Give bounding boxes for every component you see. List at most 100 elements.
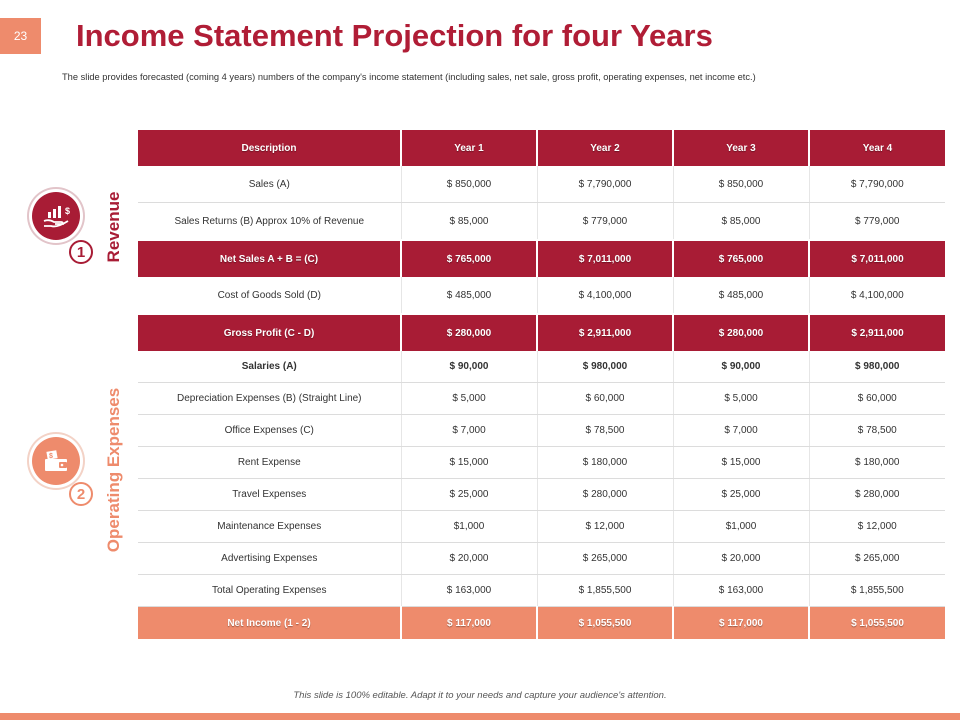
cell-year-4: $ 2,911,000 <box>809 313 945 351</box>
cell-year-1: $ 85,000 <box>401 202 538 241</box>
svg-text:$: $ <box>49 453 53 460</box>
slide-number: 23 <box>0 18 41 54</box>
row-description: Net Sales A + B = (C) <box>138 239 402 277</box>
cell-year-1: $ 15,000 <box>401 446 538 479</box>
row-description: Gross Profit (C - D) <box>138 313 402 351</box>
cell-year-4: $ 779,000 <box>809 202 945 241</box>
cell-year-2: $ 779,000 <box>537 202 674 241</box>
header-year-3: Year 3 <box>673 130 810 166</box>
table-row: Advertising Expenses $ 20,000 $ 265,000 … <box>138 542 945 575</box>
revenue-icon-circle: $ <box>32 192 80 240</box>
cell-year-3: $ 90,000 <box>673 351 810 383</box>
cell-year-2: $ 4,100,000 <box>537 277 674 315</box>
row-description: Total Operating Expenses <box>138 574 402 607</box>
cell-year-1: $ 163,000 <box>401 574 538 607</box>
bottom-accent-bar <box>0 713 960 720</box>
cell-year-2: $ 60,000 <box>537 382 674 415</box>
row-description: Sales Returns (B) Approx 10% of Revenue <box>138 202 402 241</box>
cell-year-3: $ 280,000 <box>673 313 810 351</box>
cell-year-2: $ 12,000 <box>537 510 674 543</box>
row-description: Depreciation Expenses (B) (Straight Line… <box>138 382 402 415</box>
table-row-net-sales: Net Sales A + B = (C) $ 765,000 $ 7,011,… <box>138 239 945 277</box>
cell-year-4: $ 265,000 <box>809 542 945 575</box>
cell-year-1: $ 25,000 <box>401 478 538 511</box>
header-year-2: Year 2 <box>537 130 674 166</box>
cell-year-2: $ 1,055,500 <box>537 606 674 639</box>
cell-year-4: $ 60,000 <box>809 382 945 415</box>
cell-year-1: $ 850,000 <box>401 166 538 203</box>
operating-label: Operating Expenses <box>104 387 123 553</box>
cell-year-3: $ 7,000 <box>673 414 810 447</box>
table-row: Office Expenses (C) $ 7,000 $ 78,500 $ 7… <box>138 414 945 447</box>
row-description: Rent Expense <box>138 446 402 479</box>
income-statement-table: Description Year 1 Year 2 Year 3 Year 4 … <box>138 130 945 639</box>
cell-year-3: $ 85,000 <box>673 202 810 241</box>
cell-year-1: $ 90,000 <box>401 351 538 383</box>
header-year-1: Year 1 <box>401 130 538 166</box>
cell-year-3: $ 5,000 <box>673 382 810 415</box>
revenue-badge: 1 <box>69 240 93 264</box>
table-row-net-income: Net Income (1 - 2) $ 117,000 $ 1,055,500… <box>138 606 945 639</box>
table-row-gross-profit: Gross Profit (C - D) $ 280,000 $ 2,911,0… <box>138 313 945 351</box>
cell-year-2: $ 7,011,000 <box>537 239 674 277</box>
cell-year-2: $ 180,000 <box>537 446 674 479</box>
cell-year-1: $ 117,000 <box>401 606 538 639</box>
table-row: Total Operating Expenses $ 163,000 $ 1,8… <box>138 574 945 607</box>
slide-title: Income Statement Projection for four Yea… <box>76 18 713 53</box>
cell-year-1: $ 485,000 <box>401 277 538 315</box>
cell-year-1: $ 765,000 <box>401 239 538 277</box>
cell-year-4: $ 1,855,500 <box>809 574 945 607</box>
cell-year-4: $ 12,000 <box>809 510 945 543</box>
cell-year-2: $ 265,000 <box>537 542 674 575</box>
cell-year-4: $ 7,790,000 <box>809 166 945 203</box>
cell-year-2: $ 1,855,500 <box>537 574 674 607</box>
row-description: Travel Expenses <box>138 478 402 511</box>
cell-year-3: $ 485,000 <box>673 277 810 315</box>
cell-year-3: $1,000 <box>673 510 810 543</box>
cell-year-4: $ 1,055,500 <box>809 606 945 639</box>
row-description: Net Income (1 - 2) <box>138 606 402 639</box>
cell-year-3: $ 163,000 <box>673 574 810 607</box>
table-row: Salaries (A) $ 90,000 $ 980,000 $ 90,000… <box>138 351 945 383</box>
row-description: Advertising Expenses <box>138 542 402 575</box>
table-row: Sales (A) $ 850,000 $ 7,790,000 $ 850,00… <box>138 166 945 203</box>
row-description: Sales (A) <box>138 166 402 203</box>
cell-year-4: $ 180,000 <box>809 446 945 479</box>
cell-year-3: $ 850,000 <box>673 166 810 203</box>
cell-year-4: $ 4,100,000 <box>809 277 945 315</box>
table-row: Sales Returns (B) Approx 10% of Revenue … <box>138 202 945 241</box>
table-row: Maintenance Expenses $1,000 $ 12,000 $1,… <box>138 510 945 543</box>
cell-year-3: $ 20,000 <box>673 542 810 575</box>
cell-year-1: $1,000 <box>401 510 538 543</box>
row-description: Salaries (A) <box>138 351 402 383</box>
cell-year-2: $ 7,790,000 <box>537 166 674 203</box>
footer-note: This slide is 100% editable. Adapt it to… <box>293 690 667 701</box>
hand-money-growth-icon: $ <box>43 206 70 228</box>
cell-year-3: $ 765,000 <box>673 239 810 277</box>
cell-year-4: $ 280,000 <box>809 478 945 511</box>
table-row: Cost of Goods Sold (D) $ 485,000 $ 4,100… <box>138 277 945 315</box>
table-header-row: Description Year 1 Year 2 Year 3 Year 4 <box>138 130 945 166</box>
cell-year-2: $ 980,000 <box>537 351 674 383</box>
cell-year-1: $ 5,000 <box>401 382 538 415</box>
cell-year-4: $ 78,500 <box>809 414 945 447</box>
cell-year-2: $ 78,500 <box>537 414 674 447</box>
slide-subtitle: The slide provides forecasted (coming 4 … <box>62 72 756 82</box>
cell-year-1: $ 20,000 <box>401 542 538 575</box>
cell-year-1: $ 280,000 <box>401 313 538 351</box>
header-description: Description <box>138 130 402 166</box>
cell-year-4: $ 7,011,000 <box>809 239 945 277</box>
cell-year-3: $ 25,000 <box>673 478 810 511</box>
money-wallet-icon: $ <box>45 450 67 471</box>
cell-year-3: $ 117,000 <box>673 606 810 639</box>
cell-year-2: $ 280,000 <box>537 478 674 511</box>
cell-year-2: $ 2,911,000 <box>537 313 674 351</box>
table-row: Rent Expense $ 15,000 $ 180,000 $ 15,000… <box>138 446 945 479</box>
cell-year-4: $ 980,000 <box>809 351 945 383</box>
table-row: Depreciation Expenses (B) (Straight Line… <box>138 382 945 415</box>
header-year-4: Year 4 <box>809 130 945 166</box>
cell-year-1: $ 7,000 <box>401 414 538 447</box>
row-description: Office Expenses (C) <box>138 414 402 447</box>
operating-badge: 2 <box>69 482 93 506</box>
revenue-label: Revenue <box>104 191 123 263</box>
